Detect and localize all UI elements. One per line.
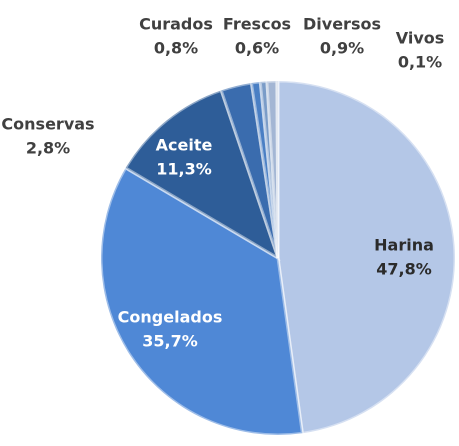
pie-slice: [258, 79, 280, 259]
slice-value: 0,9%: [320, 39, 364, 58]
slice-value: 47,8%: [376, 260, 432, 279]
slice-value: 11,3%: [156, 160, 212, 179]
slice-label: Congelados: [118, 308, 223, 327]
pie-slice: [249, 80, 280, 259]
pie-slice: [219, 81, 280, 259]
pie-slice: [123, 88, 281, 262]
slice-label: Aceite: [156, 136, 213, 155]
slice-label: Diversos: [303, 15, 381, 34]
slice-label: Curados: [139, 15, 213, 34]
pie-slice: [99, 165, 305, 437]
slice-value: 35,7%: [142, 332, 198, 351]
slice-label: Frescos: [223, 15, 291, 34]
slice-label: Vivos: [396, 29, 445, 48]
slice-value: 0,1%: [398, 53, 442, 72]
pie-slice: [265, 79, 280, 259]
slice-label: Conservas: [1, 115, 94, 134]
slice-label: Harina: [374, 236, 434, 255]
slice-value: 0,6%: [235, 39, 279, 58]
pie-slice: [275, 79, 280, 259]
pie-slice: [276, 79, 457, 436]
slice-value: 2,8%: [26, 139, 70, 158]
slice-value: 0,8%: [154, 39, 198, 58]
